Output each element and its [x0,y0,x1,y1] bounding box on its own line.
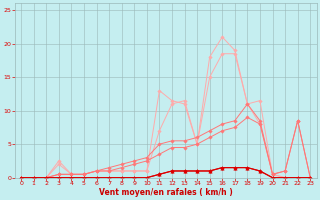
X-axis label: Vent moyen/en rafales ( km/h ): Vent moyen/en rafales ( km/h ) [99,188,233,197]
